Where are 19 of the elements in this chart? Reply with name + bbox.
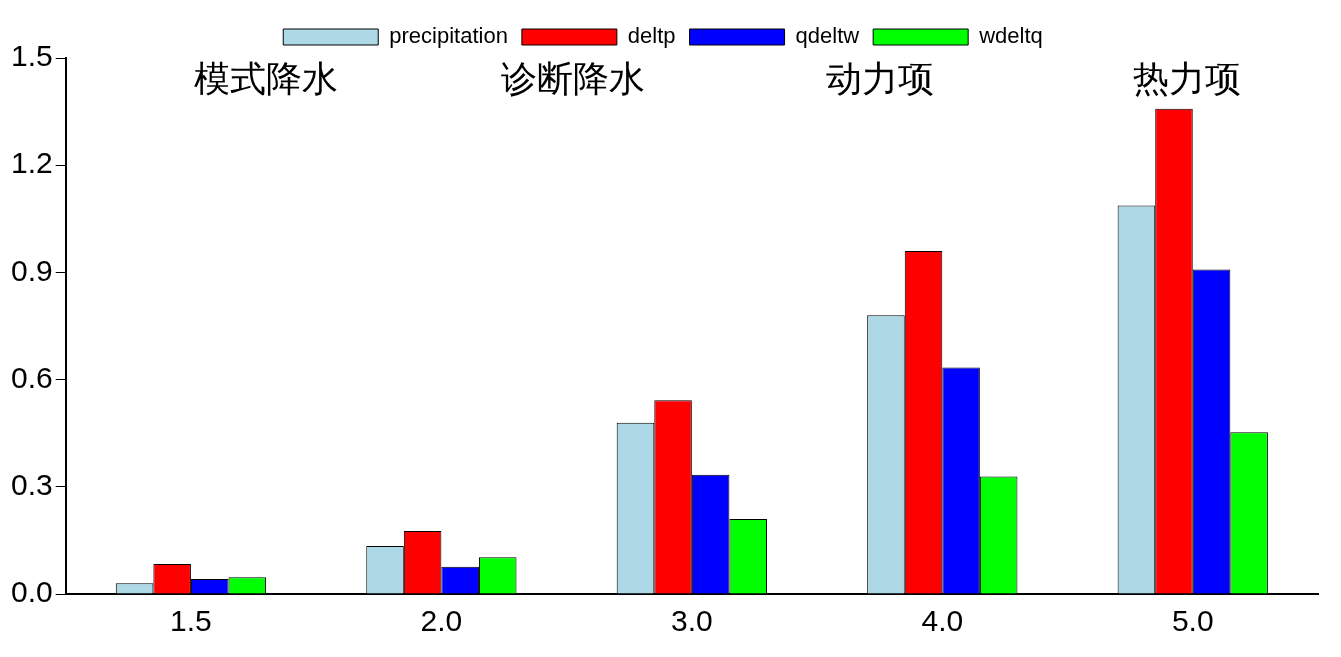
legend-label: wdeltq [978, 23, 1043, 49]
y-tick-label: 1.2 [10, 146, 53, 180]
y-tick-label: 1.5 [10, 39, 53, 73]
annotation: 诊断降水 [500, 59, 645, 100]
x-tick-label: 2.0 [420, 604, 463, 638]
legend-label: precipitation [389, 23, 508, 49]
y-tick-label: 0.0 [10, 575, 53, 609]
y-tick-label: 0.9 [10, 253, 53, 287]
annotation: 热力项 [1132, 59, 1241, 100]
annotation: 动力项 [825, 59, 934, 100]
y-tick-label: 0.6 [10, 360, 53, 394]
x-tick-label: 1.5 [170, 604, 212, 638]
annotation: 模式降水 [194, 59, 339, 100]
x-tick-label: 3.0 [670, 604, 713, 638]
x-tick-label: 4.0 [921, 604, 964, 638]
y-tick-label: 0.3 [10, 468, 53, 502]
legend-label: qdeltw [795, 23, 860, 49]
legend-label: deltp [627, 23, 676, 49]
x-tick-label: 5.0 [1171, 604, 1214, 638]
